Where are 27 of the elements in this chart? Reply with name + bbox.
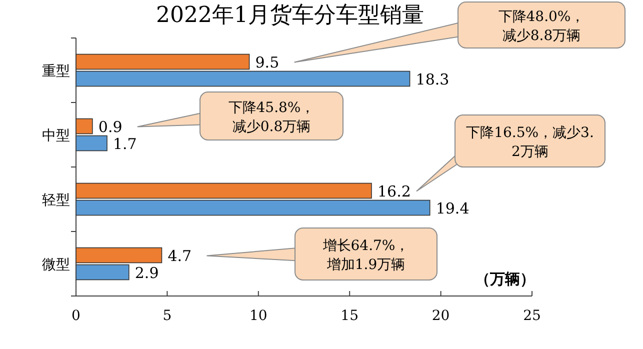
x-tick-label: 5 bbox=[162, 308, 172, 324]
annotation: 下降16.5%，减少3.2万辆 bbox=[466, 125, 594, 160]
x-tick-label: 0 bbox=[72, 308, 80, 324]
callout: 下降45.8%，减少0.8万辆 bbox=[136, 92, 344, 140]
annotation: 下降45.8%，减少0.8万辆 bbox=[228, 100, 315, 135]
x-tick-label: 10 bbox=[249, 308, 268, 324]
x-tick-label: 25 bbox=[523, 308, 541, 324]
x-tick-label: 20 bbox=[432, 308, 450, 324]
callout: 增长64.7%，增加1.9万辆 bbox=[206, 228, 438, 280]
callout: 下降16.5%，减少3.2万辆 bbox=[416, 114, 606, 192]
data-label: 9.5 bbox=[255, 53, 280, 72]
data-label: 0.9 bbox=[98, 118, 122, 136]
y-tick-label: 轻型 bbox=[42, 192, 70, 208]
y-tick-label: 中型 bbox=[42, 128, 70, 144]
x-axis-title: （万辆） bbox=[475, 270, 535, 288]
data-label: 16.2 bbox=[377, 182, 411, 200]
data-label: 18.3 bbox=[416, 70, 450, 88]
y-tick-label: 微型 bbox=[42, 256, 70, 273]
data-label: 4.7 bbox=[168, 246, 192, 265]
annotation: 增长64.7%，增加1.9万辆 bbox=[322, 238, 410, 273]
y-tick-label: 重型 bbox=[42, 63, 70, 80]
data-label: 1.7 bbox=[113, 134, 137, 153]
x-tick-label: 15 bbox=[340, 308, 359, 324]
data-label: 2.9 bbox=[134, 264, 159, 282]
title: 2022年1月货车分车型销量 bbox=[156, 3, 424, 28]
annotation: 下降48.0%，减少8.8万辆 bbox=[498, 9, 585, 44]
data-label: 19.4 bbox=[436, 199, 470, 218]
